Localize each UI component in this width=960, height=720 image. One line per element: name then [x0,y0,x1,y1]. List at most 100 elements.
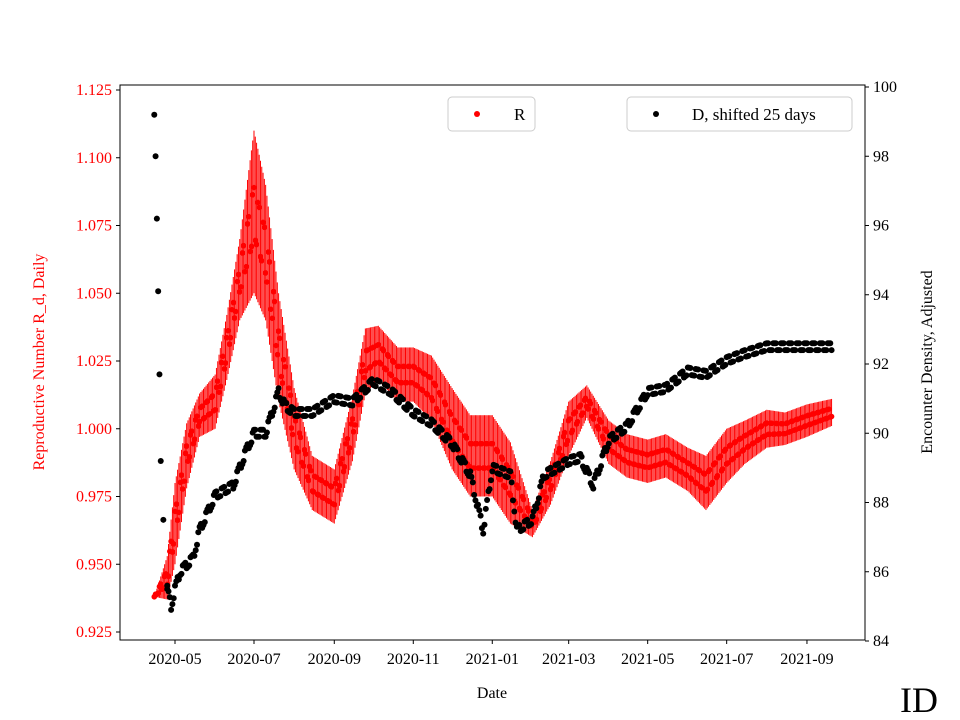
d-point [718,357,725,364]
d-point [761,347,768,354]
d-point [221,483,228,490]
d-point [563,456,570,463]
r-point [549,482,555,489]
d-point [345,394,352,401]
r-point [717,453,723,459]
r-point [709,479,716,486]
d-point [295,412,302,419]
d-point [765,340,772,347]
r-point [432,382,439,389]
x-tick-label: 2021-03 [542,651,595,668]
legend-d-label: D, shifted 25 days [692,105,816,124]
d-point [566,461,573,468]
d-point [482,505,489,512]
r-point [270,288,277,295]
d-point [710,362,717,369]
r-point [288,425,295,431]
d-point [757,342,764,349]
d-point [559,465,566,472]
r-point [176,509,182,516]
r-point [453,419,459,426]
r-point [712,460,718,466]
d-point [368,376,375,383]
y-right-tick-label: 86 [873,564,889,581]
d-point [213,488,220,495]
d-point [815,347,822,354]
d-point [734,350,741,357]
d-point [217,493,224,500]
r-point [378,361,384,367]
d-point [291,406,298,413]
r-point [561,429,568,436]
d-point [741,347,748,354]
r-point [282,363,288,370]
r-point [429,397,436,404]
d-point [376,378,383,385]
d-point [256,433,263,440]
d-point [392,388,399,395]
r-point [494,448,501,455]
r-point [427,374,433,381]
r-point [383,366,389,373]
r-point [336,482,343,489]
d-point [467,468,474,475]
d-point [225,488,232,495]
y-right-tick-label: 90 [873,425,889,442]
series-r [151,130,835,600]
r-point [598,419,604,425]
r-point [231,315,238,321]
r-point [194,413,200,419]
r-point [567,416,573,422]
d-point [170,595,177,602]
d-point [168,606,175,613]
r-point [347,445,353,451]
r-point [595,426,602,432]
d-point [155,288,162,295]
d-point [768,347,775,354]
d-point [500,465,507,472]
d-point [475,501,482,508]
d-point [169,601,176,608]
d-point [675,378,682,385]
r-point [279,380,286,386]
r-point [191,436,198,443]
r-point [499,456,506,462]
r-point [286,385,292,391]
y-left-tick-label: 1.075 [76,218,112,235]
r-point [345,449,352,456]
y-right-tick-label: 96 [873,218,889,235]
r-point [442,401,449,408]
d-point [535,495,542,502]
d-point [753,350,760,357]
d-point [283,400,290,407]
x-tick-label: 2020-11 [387,651,440,668]
r-point [165,573,172,580]
r-point [577,402,584,409]
r-point [242,268,248,275]
d-point [194,541,201,548]
d-point [357,394,364,401]
d-point [819,340,826,347]
r-point [458,427,464,433]
plot-frame [119,84,866,641]
d-point [337,393,344,400]
d-point [780,340,787,347]
d-point [399,396,406,403]
d-point [726,353,733,360]
d-point [427,422,434,429]
r-point [593,410,599,416]
r-point [251,184,257,191]
r-point [525,508,532,514]
r-point [538,505,545,512]
r-point [209,393,216,399]
x-tick-label: 2021-01 [466,651,519,668]
y-left-tick-label: 0.950 [76,556,112,573]
d-point [480,530,487,537]
d-point [151,111,158,118]
d-point [648,384,655,391]
d-point [555,460,562,467]
r-point [256,204,262,211]
r-point [258,257,265,264]
